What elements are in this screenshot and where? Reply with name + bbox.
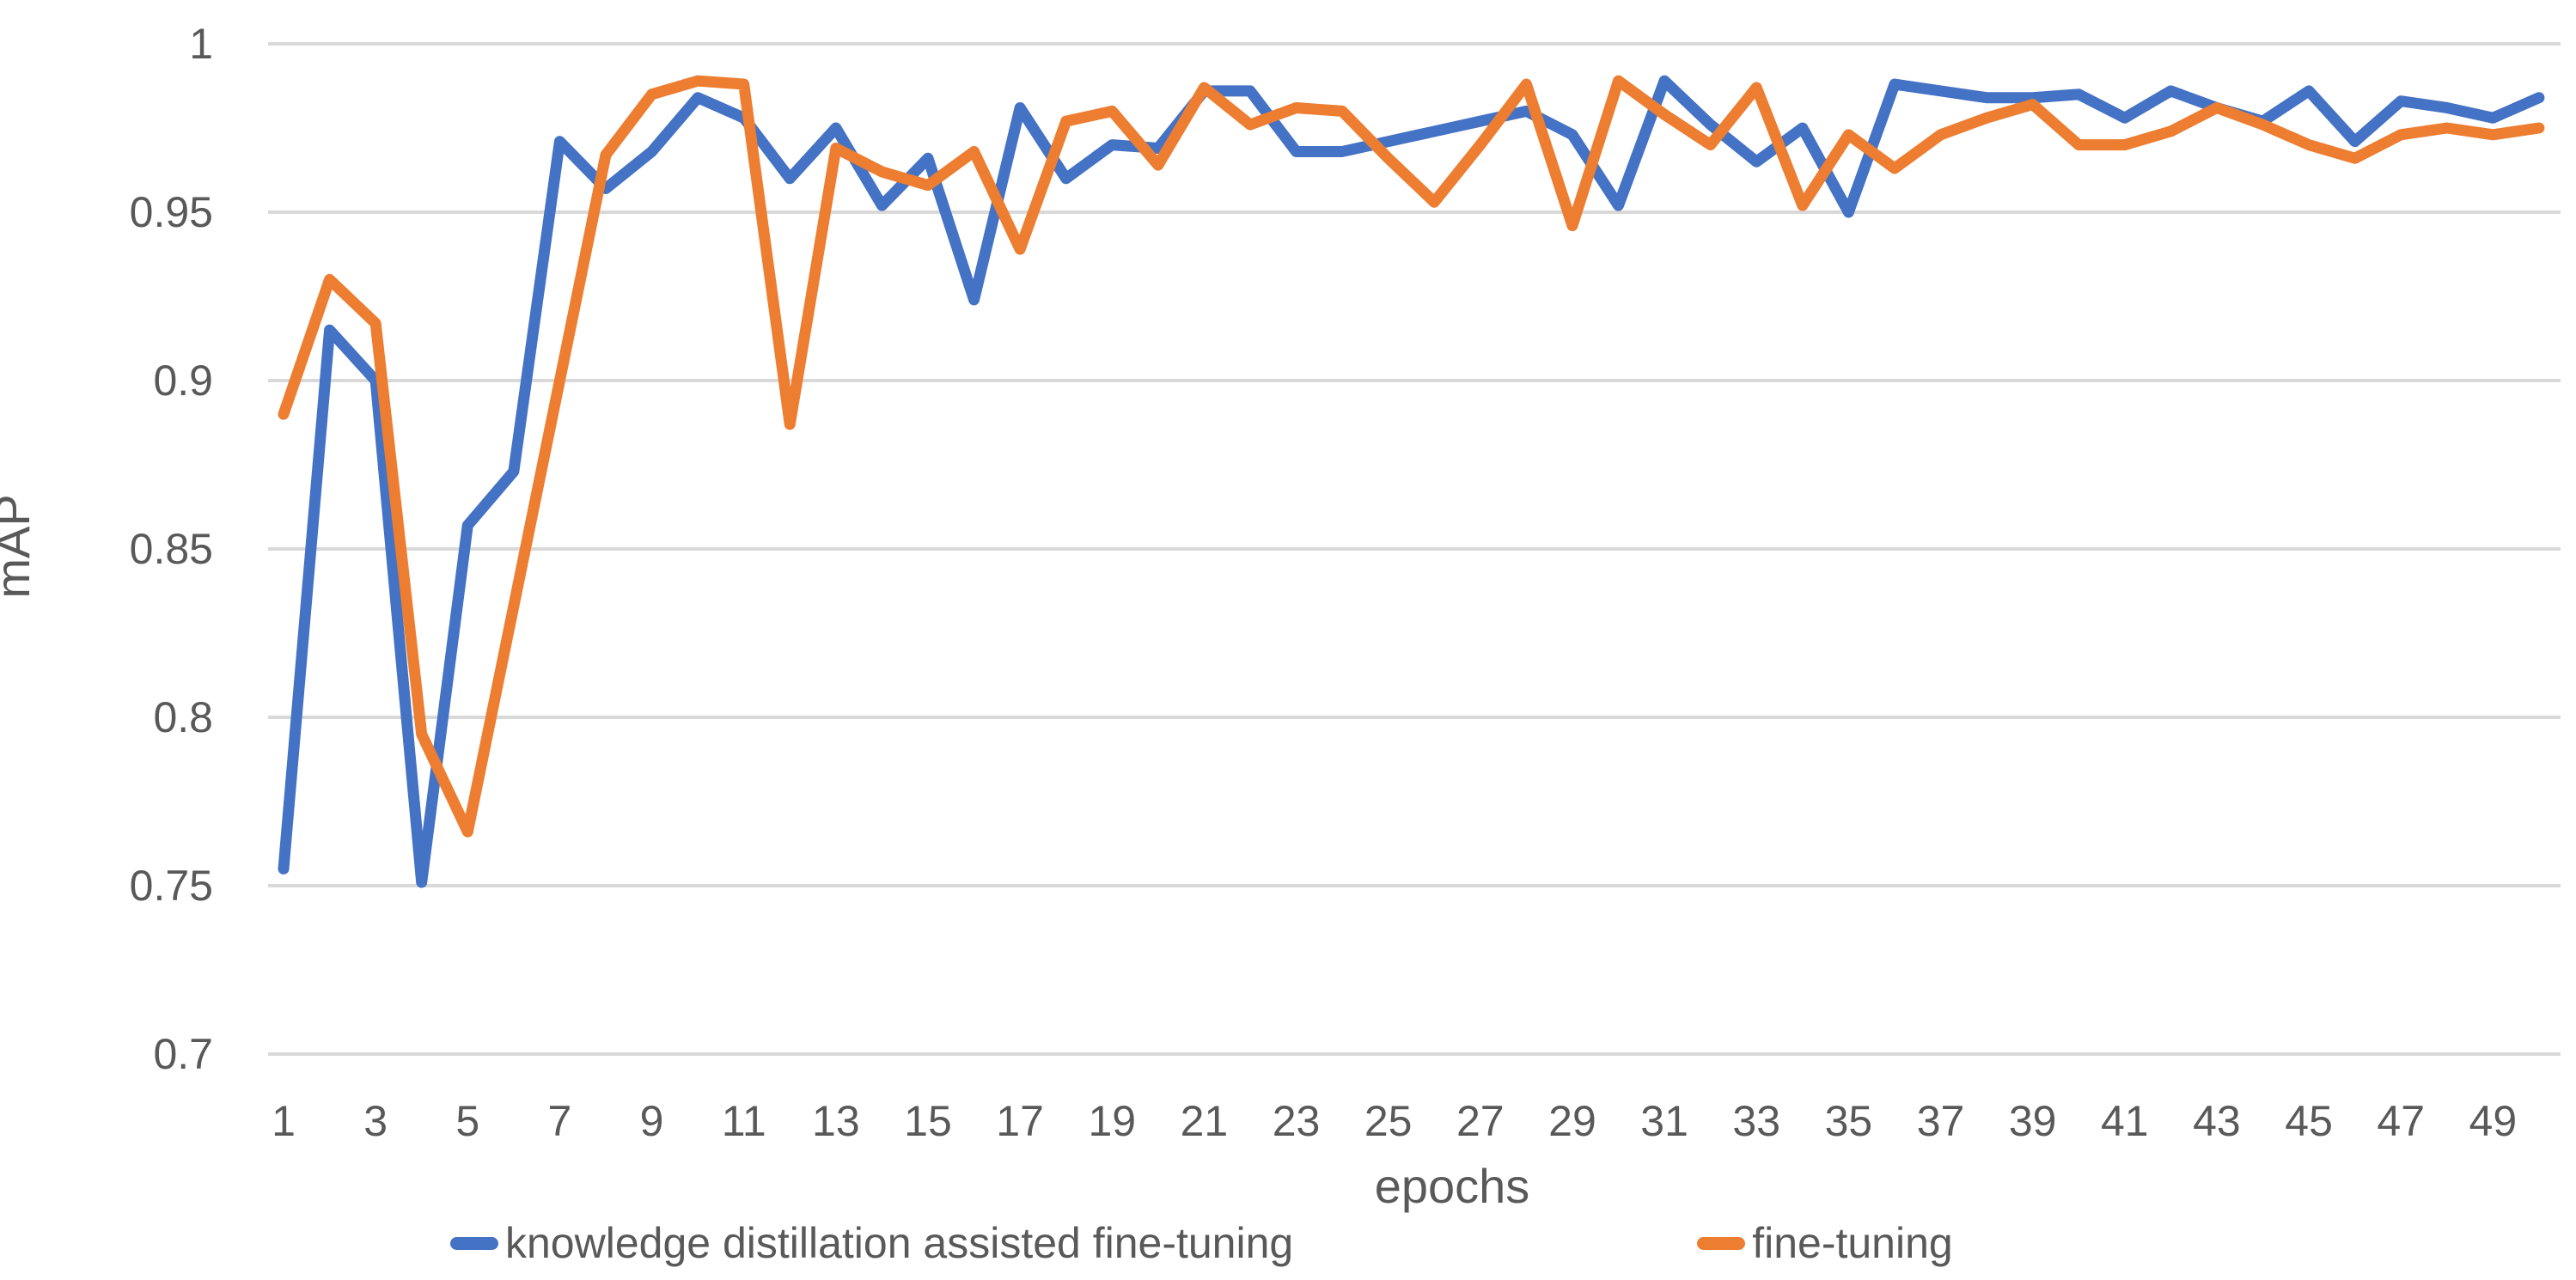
x-tick-label: 7: [548, 1097, 572, 1145]
x-tick-label: 1: [272, 1097, 296, 1145]
x-tick-label: 5: [455, 1097, 479, 1145]
series1-line-swatch: [450, 1236, 498, 1250]
x-tick-label: 45: [2285, 1097, 2333, 1145]
chart-legend: knowledge distillation assisted fine-tun…: [450, 1218, 1953, 1268]
x-tick-label: 31: [1640, 1097, 1688, 1145]
legend-item: knowledge distillation assisted fine-tun…: [450, 1218, 1293, 1268]
y-tick-label: 0.7: [153, 1030, 213, 1078]
x-tick-label: 37: [1917, 1097, 1965, 1145]
x-tick-label: 43: [2193, 1097, 2241, 1145]
x-tick-label: 33: [1732, 1097, 1780, 1145]
x-tick-label: 23: [1273, 1097, 1321, 1145]
legend-label-series1: knowledge distillation assisted fine-tun…: [505, 1219, 1294, 1267]
y-tick-label: 0.85: [130, 525, 213, 573]
x-tick-label: 47: [2377, 1097, 2425, 1145]
x-tick-label: 15: [904, 1097, 952, 1145]
x-tick-label: 11: [722, 1097, 766, 1145]
x-tick-label: 41: [2101, 1097, 2149, 1145]
x-tick-label: 19: [1088, 1097, 1136, 1145]
series-line: [278, 75, 2545, 888]
x-tick-label: 29: [1548, 1097, 1596, 1145]
x-tick-label: 17: [996, 1097, 1044, 1145]
x-tick-label: 27: [1456, 1097, 1505, 1145]
y-tick-label: 0.8: [153, 693, 213, 741]
series2-line-swatch: [1697, 1236, 1746, 1250]
series-line: [278, 75, 2545, 838]
y-tick-label: 0.9: [153, 357, 213, 405]
x-tick-label: 3: [363, 1097, 388, 1145]
y-tick-label: 0.75: [130, 862, 213, 910]
y-axis-title: mAP: [0, 494, 40, 599]
y-tick-label: 0.95: [130, 188, 213, 236]
x-tick-label: 13: [812, 1097, 860, 1145]
x-tick-label: 21: [1181, 1097, 1229, 1145]
x-tick-label: 49: [2469, 1097, 2518, 1145]
x-tick-label: 39: [2009, 1097, 2057, 1145]
x-axis-title: epochs: [1374, 1159, 1530, 1213]
x-tick-label: 35: [1825, 1097, 1873, 1145]
x-tick-label: 9: [640, 1097, 664, 1145]
legend-label-series2: fine-tuning: [1752, 1219, 1953, 1267]
y-tick-label: 1: [189, 20, 213, 68]
legend-item: fine-tuning: [1697, 1218, 1953, 1268]
x-tick-label: 25: [1364, 1097, 1413, 1145]
